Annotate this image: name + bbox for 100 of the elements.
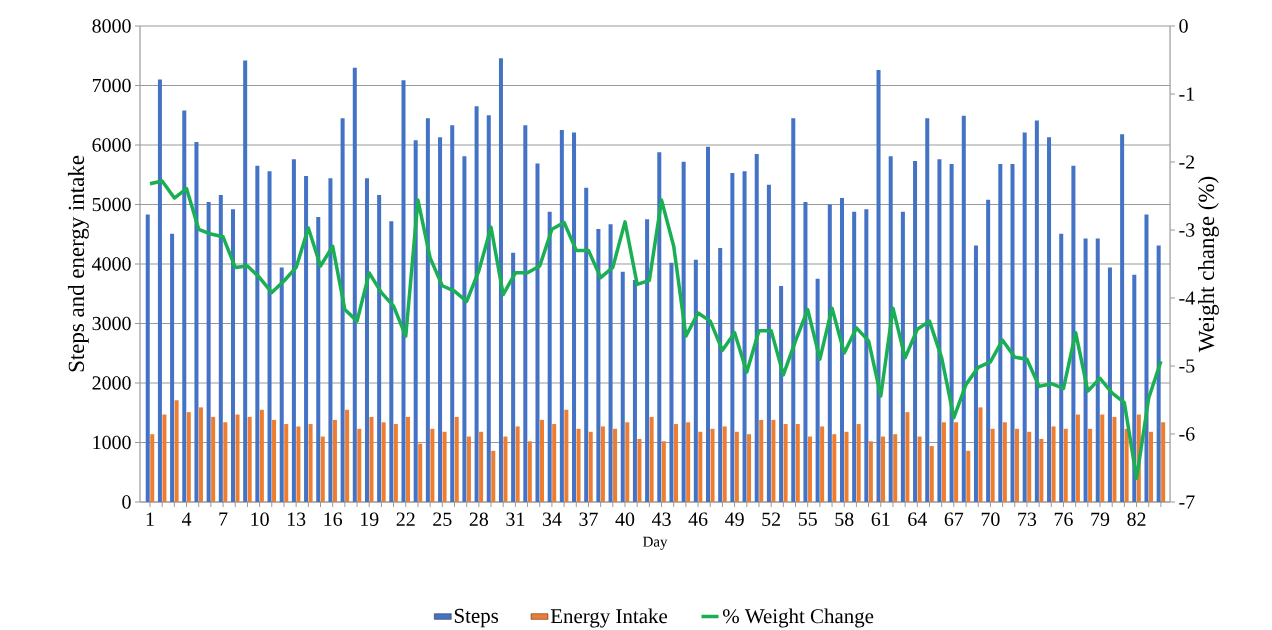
bar — [539, 419, 544, 502]
bar — [747, 434, 752, 502]
bar — [425, 118, 430, 502]
bar — [722, 426, 727, 502]
bar — [145, 214, 150, 502]
bar — [332, 419, 337, 502]
bar — [1010, 164, 1015, 502]
bar — [284, 424, 289, 502]
y2-tick-label: -3 — [1179, 223, 1195, 237]
bar — [905, 412, 910, 502]
bar — [381, 422, 386, 502]
y-tick-label: 1000 — [93, 435, 131, 450]
bar — [1107, 267, 1112, 502]
bar — [1144, 214, 1149, 502]
bar — [681, 161, 686, 502]
x-tick-label: 7 — [219, 512, 228, 526]
y-tick-label: 6000 — [92, 138, 131, 152]
bar — [929, 446, 934, 502]
bar — [625, 422, 630, 502]
bar — [844, 431, 849, 502]
x-tick-label: 55 — [798, 512, 817, 526]
bar — [320, 436, 325, 502]
x-tick-label: 73 — [1018, 512, 1037, 526]
bar — [1120, 134, 1125, 502]
bar — [345, 409, 350, 502]
y-tick-label: 4000 — [92, 257, 131, 271]
bar — [588, 431, 593, 502]
bar — [527, 441, 532, 502]
bar — [1022, 132, 1027, 502]
bar — [600, 426, 605, 502]
bar — [820, 426, 825, 502]
bar — [893, 434, 898, 502]
bar — [954, 422, 959, 502]
bar — [645, 219, 650, 502]
bar — [255, 165, 260, 502]
bar — [308, 424, 313, 502]
bar — [291, 159, 296, 502]
bar — [243, 60, 248, 502]
bar — [657, 152, 662, 502]
y2-tick-label: -6 — [1179, 427, 1195, 441]
x-tick-label: 31 — [506, 512, 525, 526]
bar — [174, 400, 179, 502]
bar — [584, 187, 589, 502]
bar — [479, 431, 484, 502]
bar — [552, 424, 557, 502]
x-tick-label: 43 — [651, 512, 671, 526]
bar — [474, 106, 479, 502]
bar — [369, 416, 374, 502]
line-series — [148, 179, 1163, 480]
x-tick-label: 25 — [433, 512, 452, 526]
bar — [194, 142, 199, 502]
legend-label: Energy Intake — [550, 608, 668, 628]
y2-tick-label: 0 — [1179, 19, 1188, 33]
bar — [795, 424, 800, 502]
bar — [430, 428, 435, 502]
bar — [401, 80, 406, 502]
legend-label: % Weight Change — [722, 608, 874, 628]
bar — [491, 450, 496, 502]
bar — [340, 118, 345, 502]
x-tick-label: 4 — [181, 512, 192, 526]
bar — [454, 416, 459, 502]
bar — [1095, 238, 1100, 502]
x-tick-label: 16 — [324, 512, 343, 526]
bar — [913, 161, 918, 502]
bar — [868, 441, 873, 502]
bar — [771, 419, 776, 502]
x-tick-label: 1 — [146, 512, 154, 526]
bar — [223, 422, 228, 502]
bar — [832, 434, 837, 502]
bar — [162, 414, 167, 502]
y-tick-label: 8000 — [92, 19, 131, 33]
bar — [328, 178, 333, 502]
bar — [498, 58, 503, 502]
x-tick-label: 13 — [287, 512, 306, 526]
bar — [157, 79, 162, 502]
bar — [1071, 165, 1076, 502]
bar — [998, 164, 1003, 502]
bar — [316, 216, 321, 502]
bar — [462, 156, 467, 502]
bar — [973, 245, 978, 502]
bar — [535, 163, 540, 502]
y2-tick-label: -2 — [1179, 155, 1195, 169]
bar — [206, 202, 211, 502]
bar — [296, 426, 301, 502]
x-tick-label: 46 — [688, 512, 708, 526]
bar — [852, 211, 857, 502]
x-axis-title: Day — [643, 536, 668, 550]
bar — [1034, 120, 1039, 502]
bar — [389, 221, 394, 502]
bar — [1124, 428, 1129, 502]
y-tick-label: 3000 — [92, 316, 131, 331]
legend-label: Steps — [454, 608, 499, 628]
bar — [766, 184, 771, 502]
bar — [511, 252, 516, 502]
bar — [1002, 422, 1007, 502]
bar — [247, 416, 252, 502]
bar — [661, 441, 666, 502]
bar — [576, 428, 581, 502]
bar — [279, 267, 284, 502]
bar — [1059, 233, 1064, 502]
